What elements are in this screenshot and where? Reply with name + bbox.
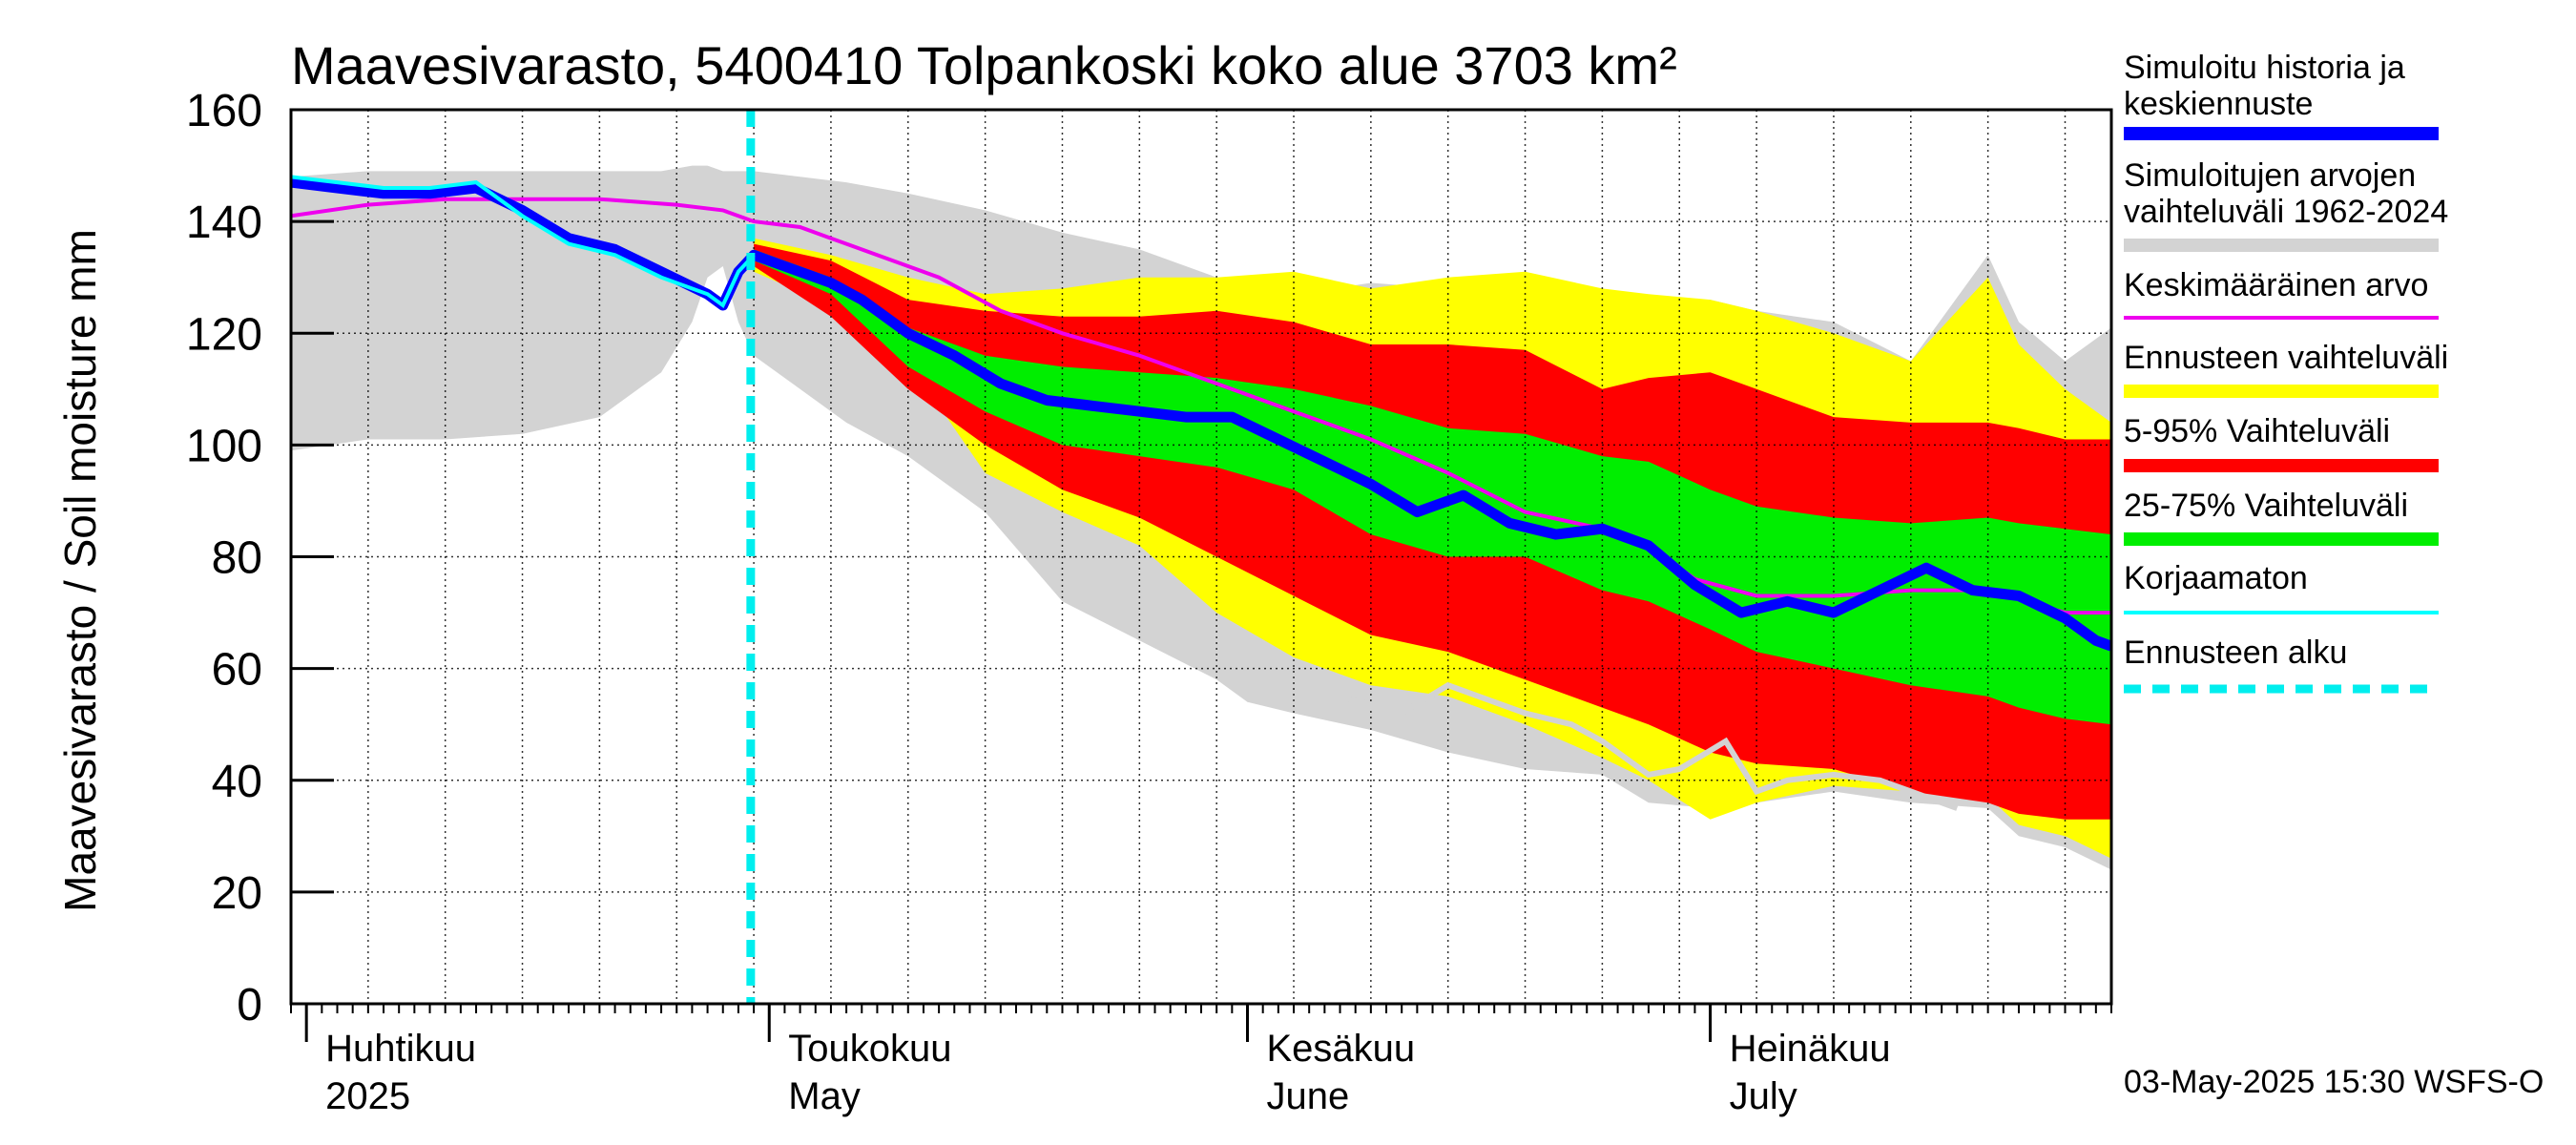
y-tick-label: 60 bbox=[212, 645, 262, 696]
x-month-label: Toukokuu bbox=[788, 1028, 951, 1070]
legend-label-line: Simuloitujen arvojen bbox=[2124, 157, 2416, 194]
x-month-sublabel: May bbox=[788, 1075, 861, 1117]
median-line bbox=[291, 177, 2111, 652]
y-tick-label: 40 bbox=[212, 757, 262, 807]
chart-title: Maavesivarasto, 5400410 Tolpankoski koko… bbox=[291, 35, 1677, 95]
legend-item-label: Ennusteen alku bbox=[2124, 635, 2347, 671]
mean-line bbox=[291, 197, 2111, 615]
x-month-label: Kesäkuu bbox=[1267, 1028, 1416, 1070]
y-tick-label: 20 bbox=[212, 868, 262, 919]
legend-item-label: Korjaamaton bbox=[2124, 560, 2308, 596]
y-tick-label: 160 bbox=[186, 86, 262, 136]
y-tick-label: 120 bbox=[186, 309, 262, 360]
legend-item-label: Simuloitu historia ja keskiennuste bbox=[2124, 50, 2405, 122]
x-month-label: Huhtikuu bbox=[325, 1028, 476, 1070]
x-month-label: Heinäkuu bbox=[1730, 1028, 1891, 1070]
timestamp-footer: 03-May-2025 15:30 WSFS-O bbox=[2124, 1064, 2544, 1100]
legend-label-line: vaihteluväli 1962-2024 bbox=[2124, 194, 2448, 230]
x-month-sublabel: July bbox=[1730, 1075, 1797, 1117]
y-tick-label: 80 bbox=[212, 533, 262, 584]
legend-item-label: 25-75% Vaihteluväli bbox=[2124, 488, 2408, 524]
legend-item-label: Simuloitujen arvojen vaihteluväli 1962-20… bbox=[2124, 157, 2448, 230]
legend-item-label: Keskimääräinen arvo bbox=[2124, 267, 2428, 303]
plot-area: 0 20 40 60 80 100 120 140 160 Huhtikuu 2025 Toukoku… bbox=[186, 86, 2113, 1117]
plot-content bbox=[291, 110, 2111, 1004]
legend: Simuloitu historia ja keskiennusteSimuloi… bbox=[2124, 50, 2448, 694]
legend-label-line: keskiennuste bbox=[2124, 86, 2313, 122]
legend-item-label: 5-95% Vaihteluväli bbox=[2124, 413, 2390, 449]
uncorrected-line bbox=[291, 175, 756, 309]
y-tick-label: 100 bbox=[186, 421, 262, 471]
y-axis-label: Maavesivarasto / Soil moisture mm bbox=[55, 229, 105, 912]
legend-label-line: Simuloitu historia ja bbox=[2124, 50, 2405, 86]
y-tick-label: 0 bbox=[237, 980, 262, 1030]
x-month-sublabel: 2025 bbox=[325, 1075, 410, 1117]
legend-item-label: Ennusteen vaihteluväli bbox=[2124, 340, 2448, 376]
y-tick-label: 140 bbox=[186, 198, 262, 248]
x-month-sublabel: June bbox=[1267, 1075, 1350, 1117]
dry-year-line bbox=[1339, 681, 1959, 811]
